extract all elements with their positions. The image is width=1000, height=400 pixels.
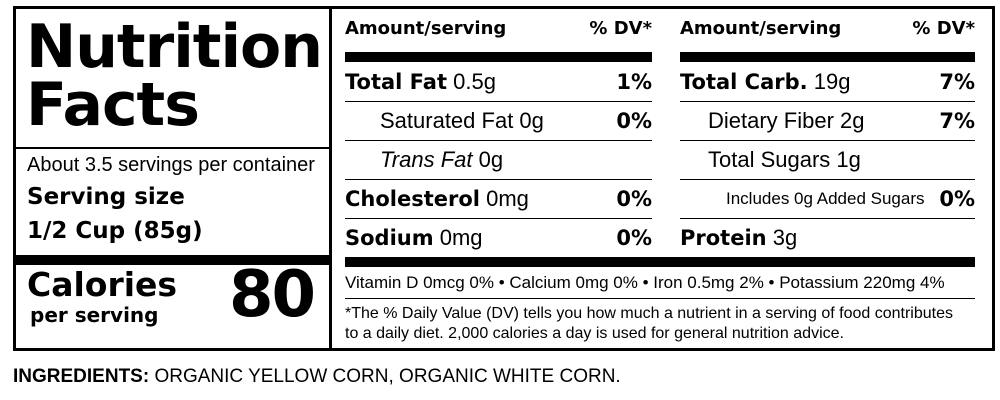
row-divider bbox=[680, 179, 975, 180]
left-header-dv: % DV* bbox=[589, 18, 652, 39]
nutrition-facts-panel bbox=[13, 6, 995, 351]
calories-value: 80 bbox=[229, 258, 316, 332]
nutrient-row-sodium: Sodium 0mg 0% bbox=[345, 225, 652, 250]
nutrient-row-added-sugars: Includes 0g Added Sugars 0% bbox=[726, 187, 975, 211]
column-separator bbox=[329, 8, 332, 348]
row-divider bbox=[680, 101, 975, 102]
title-nutrition: Nutrition bbox=[26, 12, 323, 82]
footnote-line-1: *The % Daily Value (DV) tells you how mu… bbox=[345, 305, 953, 322]
vitamins-minerals: Vitamin D 0mcg 0% • Calcium 0mg 0% • Iro… bbox=[345, 273, 945, 292]
serving-size-label: Serving size bbox=[27, 184, 185, 210]
serving-size-value: 1/2 Cup (85g) bbox=[27, 218, 203, 244]
calories-label: Calories bbox=[27, 265, 178, 304]
row-divider bbox=[345, 179, 652, 180]
ingredients: INGREDIENTS: ORGANIC YELLOW CORN, ORGANI… bbox=[13, 366, 621, 387]
calories-per-serving: per serving bbox=[30, 303, 159, 327]
nutrient-row-total-sugars: Total Sugars 1g bbox=[708, 147, 861, 172]
servings-per-container: About 3.5 servings per container bbox=[27, 154, 315, 176]
nutrient-row-protein: Protein 3g bbox=[680, 225, 798, 250]
row-divider bbox=[345, 218, 652, 219]
nutrients-bottom-rule bbox=[345, 257, 975, 267]
right-header-amount: Amount/serving bbox=[680, 18, 842, 39]
nutrient-row-total-fat: Total Fat 0.5g 1% bbox=[345, 69, 652, 94]
nutrient-row-trans-fat: Trans Fat 0g bbox=[380, 147, 504, 172]
row-divider bbox=[345, 140, 652, 141]
thick-divider bbox=[16, 255, 329, 265]
footnote-line-2: to a daily diet. 2,000 calories a day is… bbox=[345, 325, 844, 342]
right-header-rule bbox=[680, 52, 975, 62]
nutrient-row-dietary-fiber: Dietary Fiber 2g 7% bbox=[708, 108, 975, 133]
row-divider bbox=[680, 140, 975, 141]
row-divider bbox=[680, 218, 975, 219]
nutrient-row-total-carb: Total Carb. 19g 7% bbox=[680, 69, 975, 94]
nutrient-row-saturated-fat: Saturated Fat 0g 0% bbox=[380, 108, 652, 133]
divider bbox=[16, 147, 329, 149]
nutrient-row-cholesterol: Cholesterol 0mg 0% bbox=[345, 186, 652, 211]
title-facts: Facts bbox=[26, 70, 200, 140]
left-header-rule bbox=[345, 52, 652, 62]
left-header-amount: Amount/serving bbox=[345, 18, 507, 39]
right-header-dv: % DV* bbox=[912, 18, 975, 39]
vitamins-divider bbox=[345, 298, 975, 299]
row-divider bbox=[345, 101, 652, 102]
